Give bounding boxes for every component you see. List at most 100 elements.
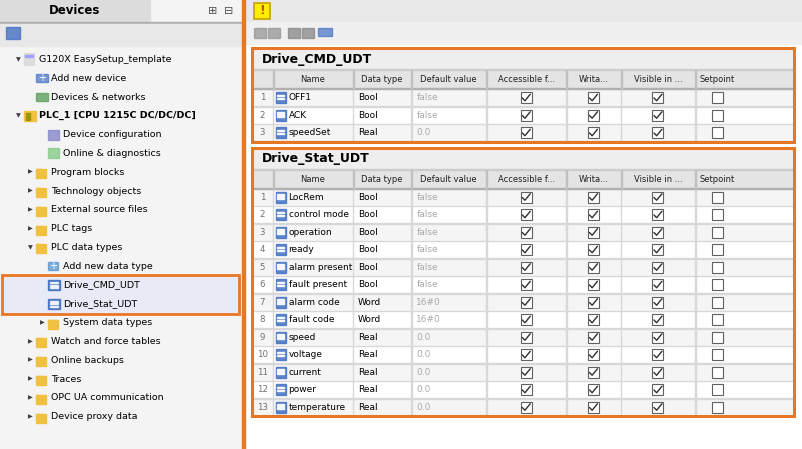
Bar	[50, 287, 58, 288]
Bar	[588, 227, 599, 238]
Bar	[712, 314, 723, 325]
Bar	[653, 332, 663, 343]
Bar	[712, 367, 723, 378]
Bar	[242, 0, 245, 449]
Bar	[520, 402, 532, 413]
Bar	[588, 402, 599, 413]
Bar	[653, 227, 663, 238]
Text: Bool: Bool	[358, 193, 378, 202]
Text: Default value: Default value	[420, 75, 477, 84]
Text: Devices & networks: Devices & networks	[51, 92, 145, 101]
Text: ⊟: ⊟	[224, 6, 233, 16]
Text: temperature: temperature	[289, 403, 346, 412]
Bar	[712, 262, 723, 273]
Bar	[254, 3, 270, 19]
Text: 0.0: 0.0	[416, 403, 431, 412]
Bar	[268, 28, 280, 38]
Text: false: false	[416, 111, 438, 120]
Bar	[276, 127, 286, 138]
Text: Data type: Data type	[362, 175, 403, 184]
Text: Name: Name	[300, 175, 325, 184]
Bar	[252, 328, 794, 329]
Text: Setpoint: Setpoint	[700, 175, 735, 184]
Bar	[277, 303, 284, 304]
Bar	[36, 225, 46, 234]
Bar	[252, 148, 794, 170]
Text: fault present: fault present	[289, 280, 346, 289]
Text: 10: 10	[257, 350, 268, 359]
Bar	[48, 280, 60, 290]
Text: operation: operation	[289, 228, 332, 237]
Bar	[588, 367, 599, 378]
Bar	[252, 364, 794, 381]
Bar	[26, 113, 30, 120]
Bar	[277, 352, 284, 353]
Text: Add new device: Add new device	[51, 74, 126, 83]
Text: 4: 4	[260, 245, 265, 254]
Bar	[276, 110, 286, 121]
Bar	[277, 247, 284, 248]
Text: Default value: Default value	[420, 175, 477, 184]
Bar	[276, 367, 286, 378]
Bar	[252, 259, 794, 276]
Bar	[252, 258, 794, 259]
Bar	[277, 212, 284, 213]
Bar	[653, 402, 663, 413]
Text: ▶: ▶	[28, 414, 33, 419]
Text: Accessible f...: Accessible f...	[498, 175, 555, 184]
Text: ▶: ▶	[28, 170, 33, 175]
Text: current: current	[289, 368, 322, 377]
Bar	[36, 414, 41, 417]
Bar	[588, 244, 599, 255]
Bar	[252, 363, 794, 364]
Bar	[353, 170, 354, 189]
Text: Visible in ...: Visible in ...	[634, 175, 683, 184]
Bar	[48, 149, 59, 158]
Bar	[588, 92, 599, 103]
Bar	[252, 294, 794, 311]
Bar	[712, 244, 723, 255]
Bar	[653, 192, 663, 203]
Text: G120X EasySetup_template: G120X EasySetup_template	[39, 55, 172, 64]
Text: Word: Word	[358, 298, 381, 307]
Bar	[252, 124, 794, 141]
Bar	[520, 244, 532, 255]
Bar	[653, 244, 663, 255]
Bar	[277, 369, 284, 371]
Text: ▶: ▶	[28, 358, 33, 363]
Text: Bool: Bool	[358, 111, 378, 120]
Text: Real: Real	[358, 403, 378, 412]
Bar	[36, 169, 41, 172]
Bar	[621, 170, 622, 189]
Text: Watch and force tables: Watch and force tables	[51, 337, 160, 346]
Bar	[653, 92, 663, 103]
Bar	[252, 188, 794, 189]
Text: Drive_Stat_UDT: Drive_Stat_UDT	[262, 152, 370, 165]
Text: ▶: ▶	[28, 207, 33, 212]
Bar	[36, 207, 46, 216]
Text: Bool: Bool	[358, 93, 378, 102]
Bar	[277, 133, 284, 134]
Bar	[277, 334, 284, 336]
Bar	[48, 130, 59, 140]
Bar	[36, 339, 41, 341]
Text: PLC data types: PLC data types	[51, 243, 123, 252]
Bar	[277, 390, 284, 392]
Text: Data type: Data type	[362, 75, 403, 84]
Text: Visible in ...: Visible in ...	[634, 75, 683, 84]
Bar	[277, 112, 284, 114]
Text: 0.0: 0.0	[416, 128, 431, 137]
Bar	[653, 110, 663, 121]
Bar	[276, 349, 286, 360]
Text: ▶: ▶	[28, 226, 33, 231]
Bar	[653, 314, 663, 325]
Text: Writa...: Writa...	[578, 175, 609, 184]
Bar	[245, 22, 802, 44]
Text: false: false	[416, 228, 438, 237]
Bar	[277, 215, 284, 216]
Bar	[0, 22, 242, 24]
Bar	[520, 332, 532, 343]
Text: Drive_CMD_UDT: Drive_CMD_UDT	[63, 281, 140, 290]
Bar	[411, 70, 412, 89]
Text: !: !	[259, 4, 265, 18]
